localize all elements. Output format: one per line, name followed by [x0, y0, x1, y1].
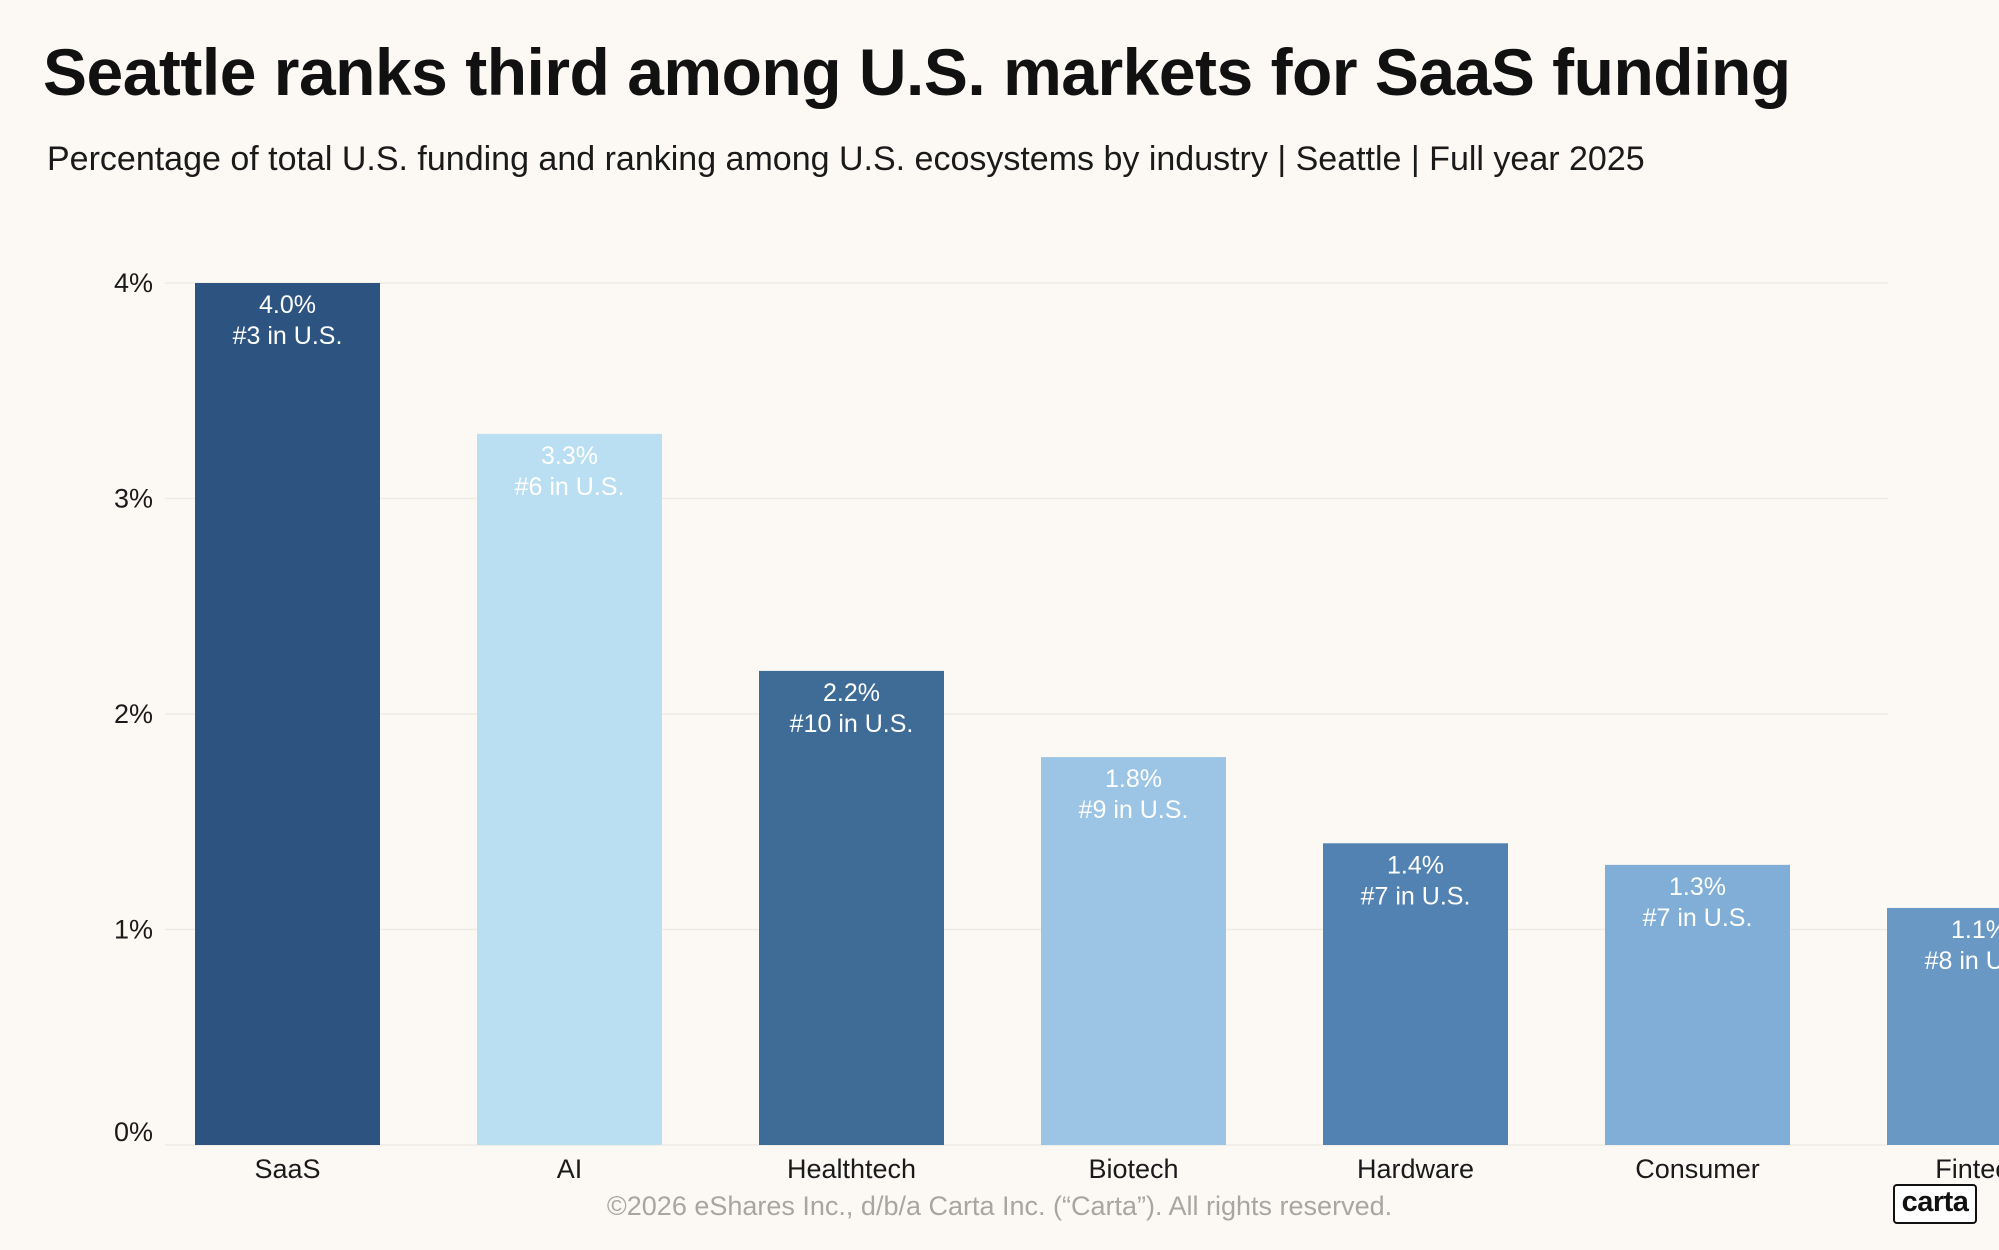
x-category-label: Biotech — [1088, 1154, 1178, 1184]
bar — [759, 670, 944, 1145]
carta-logo: carta — [1893, 1184, 1977, 1224]
bar-value-label: 1.8% — [1105, 765, 1162, 793]
bar-group: 2.2% #10 in U.S. — [759, 670, 944, 1145]
y-tick-label: 4% — [114, 268, 153, 298]
x-category-label: Healthtech — [787, 1154, 916, 1184]
bar — [1041, 757, 1226, 1145]
bar-value-label: 2.2% — [823, 679, 880, 707]
x-category-label: Consumer — [1635, 1154, 1760, 1184]
x-category-label: Hardware — [1357, 1154, 1474, 1184]
y-tick-label: 3% — [114, 484, 153, 514]
bars: 4.0% #3 in U.S. 3.3% #6 in U.S. 2.2% #10 in U… — [195, 283, 1999, 1146]
bar — [195, 283, 380, 1145]
bar — [1323, 843, 1508, 1145]
bar-rank-label: #6 in U.S. — [515, 473, 625, 501]
bar-value-label: 1.4% — [1387, 851, 1444, 879]
bar-group: 3.3% #6 in U.S. — [477, 433, 662, 1146]
bar-value-label: 1.1% — [1951, 916, 1999, 944]
bar-value-label: 4.0% — [259, 291, 316, 319]
y-tick-label: 1% — [114, 915, 153, 945]
bar-group: 1.4% #7 in U.S. — [1323, 843, 1508, 1145]
x-category-label: SaaS — [254, 1154, 320, 1184]
bar — [1605, 864, 1790, 1145]
bar-rank-label: #10 in U.S. — [790, 710, 914, 738]
bar-group: 1.3% #7 in U.S. — [1605, 864, 1790, 1145]
x-category-label: AI — [557, 1154, 583, 1184]
copyright-footer: ©2026 eShares Inc., d/b/a Carta Inc. (“C… — [606, 1191, 1393, 1221]
y-axis-ticks: 0% 1% 2% 3% 4% — [114, 268, 153, 1147]
bar-value-label: 3.3% — [541, 442, 598, 470]
bar-group: 1.1% #8 in U.S. — [1887, 907, 1999, 1145]
x-axis-categories: SaaS AI Healthtech Biotech Hardware Consumer F… — [254, 1154, 1999, 1184]
bar-rank-label: #7 in U.S. — [1361, 882, 1471, 910]
bar-value-label: 1.3% — [1669, 873, 1726, 901]
chart-title: Seattle ranks third among U.S. markets f… — [43, 35, 1791, 109]
y-tick-label: 2% — [114, 699, 153, 729]
gridlines — [165, 282, 1888, 1146]
chart-subtitle: Percentage of total U.S. funding and ran… — [47, 140, 1645, 178]
bar-rank-label: #8 in U.S. — [1925, 947, 1999, 975]
bar-group: 1.8% #9 in U.S. — [1041, 757, 1226, 1145]
x-category-label: Fintech — [1935, 1154, 1999, 1184]
bar — [1887, 907, 1999, 1145]
bar — [477, 433, 662, 1146]
bar-rank-label: #7 in U.S. — [1643, 904, 1753, 932]
y-tick-label: 0% — [114, 1117, 153, 1147]
bar-rank-label: #9 in U.S. — [1079, 796, 1189, 824]
bar-group: 4.0% #3 in U.S. — [195, 283, 380, 1145]
bar-rank-label: #3 in U.S. — [233, 322, 343, 350]
